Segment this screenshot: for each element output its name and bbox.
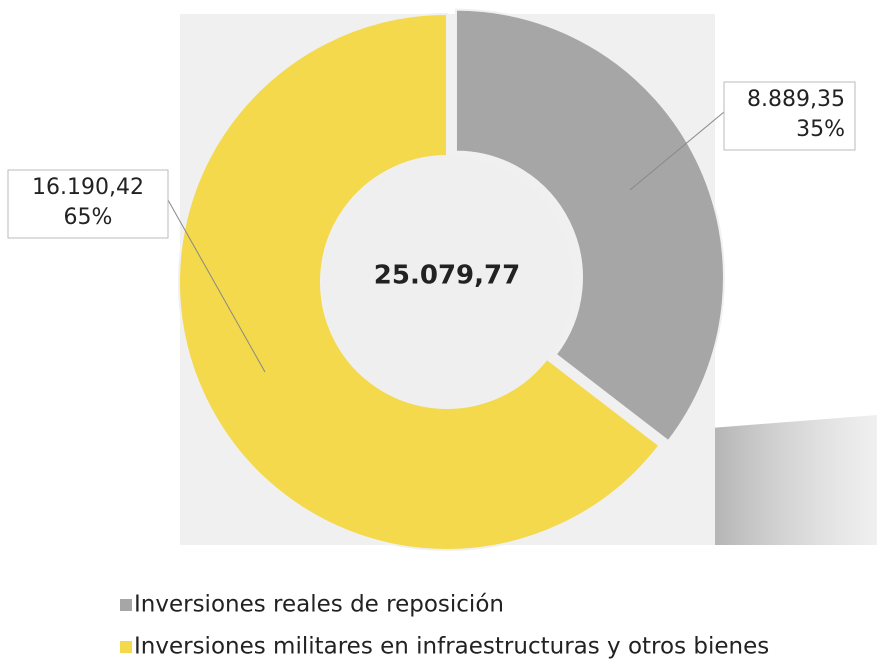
- value-label: 8.889,35: [747, 87, 845, 112]
- legend-swatch: [120, 641, 132, 653]
- percent-label: 35%: [796, 117, 845, 142]
- donut-hole: [321, 156, 573, 408]
- legend-label: Inversiones militares en infraestructura…: [134, 634, 769, 660]
- slice: [454, 8, 725, 443]
- label-box: [723, 81, 856, 151]
- leader-line: [629, 111, 725, 191]
- value-label: 16.190,42: [32, 175, 144, 200]
- legend-swatch: [120, 599, 132, 611]
- label-box: [7, 169, 169, 239]
- legend: Inversiones reales de reposición Inversio…: [120, 592, 769, 660]
- leader-line: [167, 199, 266, 373]
- percent-label: 65%: [64, 205, 113, 230]
- center-label: 25.079,77: [374, 261, 520, 291]
- legend-label: Inversiones reales de reposición: [134, 592, 504, 618]
